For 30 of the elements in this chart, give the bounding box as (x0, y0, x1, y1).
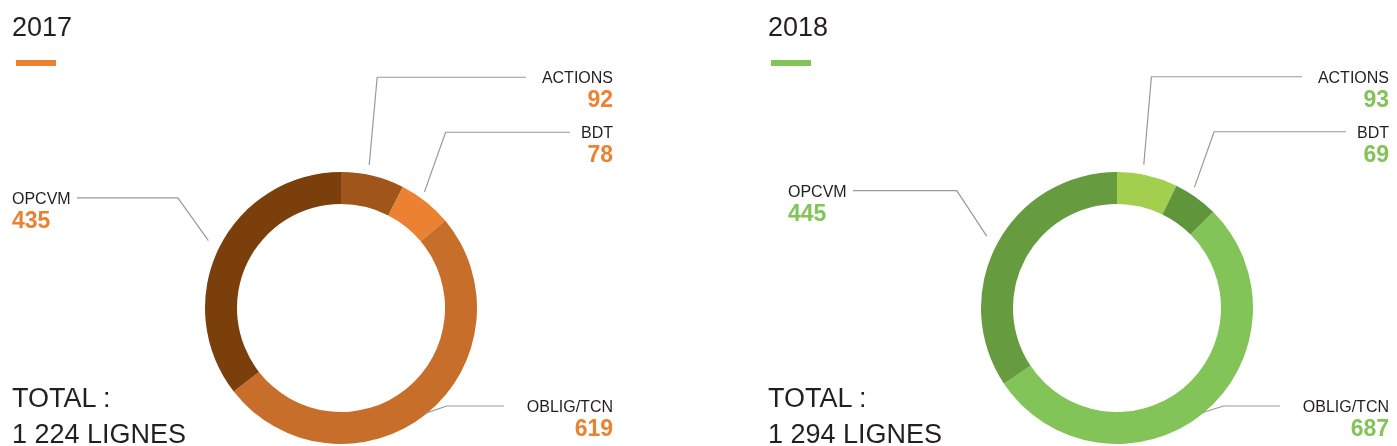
data-label: 435 (12, 206, 51, 233)
slice-label: BDT (581, 124, 614, 142)
data-label: 92 (587, 86, 613, 113)
slice-label: OBLIG/TCN (1302, 398, 1389, 415)
slice-label: OPCVM (12, 189, 71, 207)
data-label: 445 (788, 199, 827, 226)
data-label: 93 (1363, 85, 1389, 112)
donut-slice (205, 172, 341, 392)
slice-label: OPCVM (788, 182, 847, 200)
donut-slice (1003, 211, 1253, 444)
slice-label: ACTIONS (1317, 68, 1389, 86)
donut-slice (388, 186, 446, 242)
slice-label: ACTIONS (541, 69, 613, 87)
chart-title: 2018 (768, 12, 829, 43)
text: TOTAL : (768, 382, 868, 415)
data-label: 687 (1350, 415, 1389, 441)
donut-slice (341, 172, 403, 216)
data-label: 619 (574, 415, 613, 441)
text: TOTAL : (12, 382, 112, 415)
donut-slice (1117, 172, 1177, 215)
slice-label: BDT (1357, 123, 1390, 141)
text: 1 294 LIGNES (768, 418, 943, 446)
data-label: 78 (587, 141, 614, 168)
data-label: 69 (1363, 140, 1389, 167)
slice-label: OBLIG/TCN (526, 398, 613, 415)
chart-title: 2017 (12, 12, 73, 43)
donut-slice (233, 220, 477, 444)
text: 1 224 LIGNES (12, 418, 187, 446)
donut-slice (1162, 185, 1214, 235)
donut-slice (981, 172, 1117, 384)
